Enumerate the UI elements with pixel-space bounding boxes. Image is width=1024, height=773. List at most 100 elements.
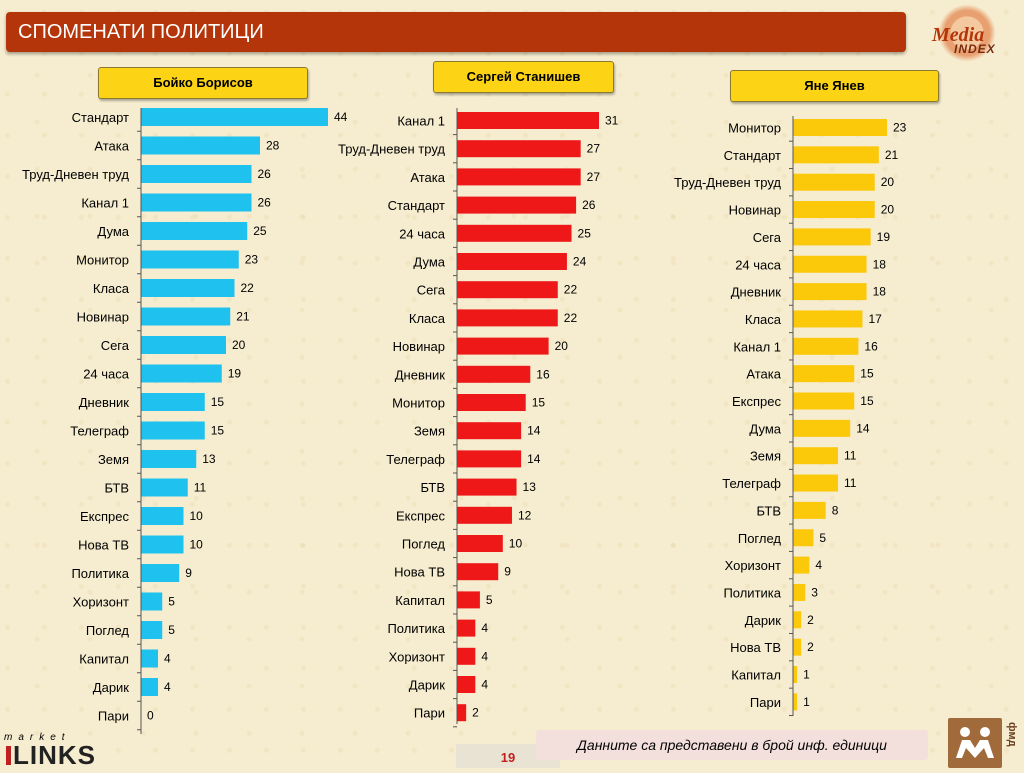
value-label-borisov-13: 11: [194, 481, 207, 495]
value-label-stanishev-8: 20: [555, 339, 569, 353]
bar-yanev-6: [793, 283, 867, 301]
value-label-borisov-9: 19: [228, 367, 242, 381]
bar-borisov-5: [141, 250, 239, 269]
bar-yanev-0: [793, 119, 887, 136]
media-index-logo-top: Media: [932, 24, 985, 46]
bar-borisov-1: [141, 136, 260, 155]
category-label-yanev-13: Телеграф: [722, 476, 781, 491]
value-label-yanev-6: 18: [873, 285, 887, 299]
category-label-borisov-7: Новинар: [77, 310, 129, 325]
value-label-borisov-8: 20: [232, 338, 246, 352]
value-label-yanev-11: 14: [856, 421, 870, 435]
value-label-borisov-20: 4: [164, 680, 171, 694]
bar-yanev-21: [793, 693, 798, 711]
category-label-yanev-8: Канал 1: [733, 339, 781, 354]
value-label-yanev-3: 20: [881, 203, 895, 217]
category-label-yanev-10: Експрес: [732, 394, 782, 409]
bar-stanishev-6: [457, 281, 558, 299]
market-links-logo-top: market: [4, 732, 71, 743]
category-label-stanishev-11: Земя: [414, 424, 445, 439]
bar-borisov-4: [141, 222, 248, 240]
category-label-borisov-3: Канал 1: [81, 196, 129, 211]
value-label-yanev-0: 23: [893, 121, 907, 135]
market-links-logo: market LINKS: [2, 732, 98, 770]
category-label-yanev-7: Класа: [745, 312, 782, 327]
value-label-borisov-17: 5: [168, 595, 175, 609]
value-label-borisov-5: 23: [245, 253, 259, 267]
category-label-stanishev-8: Новинар: [393, 339, 445, 354]
bar-stanishev-0: [457, 112, 599, 129]
value-label-borisov-21: 0: [147, 709, 154, 723]
value-label-borisov-7: 21: [236, 310, 250, 324]
value-label-stanishev-10: 15: [532, 396, 546, 410]
category-label-stanishev-14: Експрес: [396, 508, 446, 523]
category-label-stanishev-21: Пари: [414, 706, 445, 721]
category-label-borisov-16: Политика: [71, 566, 129, 581]
category-label-yanev-12: Земя: [750, 449, 781, 464]
value-label-borisov-1: 28: [266, 139, 280, 153]
category-label-yanev-2: Труд-Дневен труд: [674, 175, 781, 190]
value-label-stanishev-17: 5: [486, 593, 493, 607]
bar-yanev-10: [793, 392, 855, 410]
chart-title-yanev: Яне Янев: [730, 70, 939, 102]
bar-borisov-7: [141, 307, 231, 326]
bar-stanishev-12: [457, 450, 522, 468]
bar-borisov-11: [141, 421, 205, 440]
category-label-stanishev-17: Капитал: [395, 593, 445, 608]
category-label-yanev-9: Атака: [746, 367, 781, 382]
bar-yanev-5: [793, 255, 867, 273]
category-label-yanev-19: Нова ТВ: [730, 640, 781, 655]
category-label-stanishev-1: Труд-Дневен труд: [338, 142, 445, 157]
value-label-stanishev-2: 27: [587, 170, 601, 184]
bar-stanishev-13: [457, 478, 517, 496]
category-label-borisov-12: Земя: [98, 452, 129, 467]
category-label-borisov-14: Експрес: [80, 509, 130, 524]
value-label-yanev-4: 19: [877, 230, 891, 244]
bar-borisov-17: [141, 592, 163, 611]
bar-yanev-1: [793, 146, 879, 164]
category-label-yanev-5: 24 часа: [735, 257, 782, 272]
category-label-borisov-10: Дневник: [79, 395, 130, 410]
bar-yanev-12: [793, 447, 838, 465]
bar-borisov-6: [141, 279, 235, 297]
category-label-borisov-11: Телеграф: [70, 424, 129, 439]
value-label-stanishev-11: 14: [527, 424, 541, 438]
bar-stanishev-5: [457, 253, 567, 270]
category-label-yanev-3: Новинар: [729, 203, 781, 218]
value-label-borisov-3: 26: [258, 196, 272, 210]
category-label-stanishev-16: Нова ТВ: [394, 565, 445, 580]
bar-stanishev-7: [457, 309, 558, 327]
value-label-borisov-19: 4: [164, 652, 171, 666]
bar-yanev-3: [793, 201, 875, 219]
category-label-stanishev-3: Стандарт: [388, 198, 445, 213]
bar-borisov-16: [141, 564, 180, 582]
bar-stanishev-3: [457, 196, 577, 214]
category-label-borisov-17: Хоризонт: [73, 595, 129, 610]
value-label-yanev-8: 16: [864, 339, 878, 353]
category-label-borisov-18: Поглед: [86, 623, 130, 638]
value-label-borisov-11: 15: [211, 424, 225, 438]
bar-yanev-13: [793, 474, 838, 492]
bar-borisov-0: [141, 108, 328, 126]
category-label-stanishev-12: Телеграф: [386, 452, 445, 467]
value-label-stanishev-7: 22: [564, 311, 578, 325]
bar-stanishev-8: [457, 337, 549, 355]
category-label-stanishev-19: Хоризонт: [389, 649, 445, 664]
category-label-stanishev-18: Политика: [387, 621, 445, 636]
value-label-stanishev-1: 27: [587, 142, 601, 156]
category-label-stanishev-9: Дневник: [395, 367, 446, 382]
category-label-stanishev-2: Атака: [410, 170, 445, 185]
bar-borisov-9: [141, 364, 222, 383]
category-label-stanishev-15: Поглед: [402, 537, 446, 552]
bar-stanishev-10: [457, 394, 526, 411]
value-label-stanishev-12: 14: [527, 452, 541, 466]
category-label-borisov-1: Атака: [94, 139, 129, 154]
value-label-yanev-15: 5: [819, 531, 826, 545]
value-label-yanev-19: 2: [807, 640, 814, 654]
bar-yanev-15: [793, 529, 814, 547]
bar-yanev-11: [793, 419, 851, 437]
category-label-borisov-20: Дарик: [93, 680, 130, 695]
bar-stanishev-11: [457, 422, 522, 440]
value-label-yanev-9: 15: [860, 367, 874, 381]
